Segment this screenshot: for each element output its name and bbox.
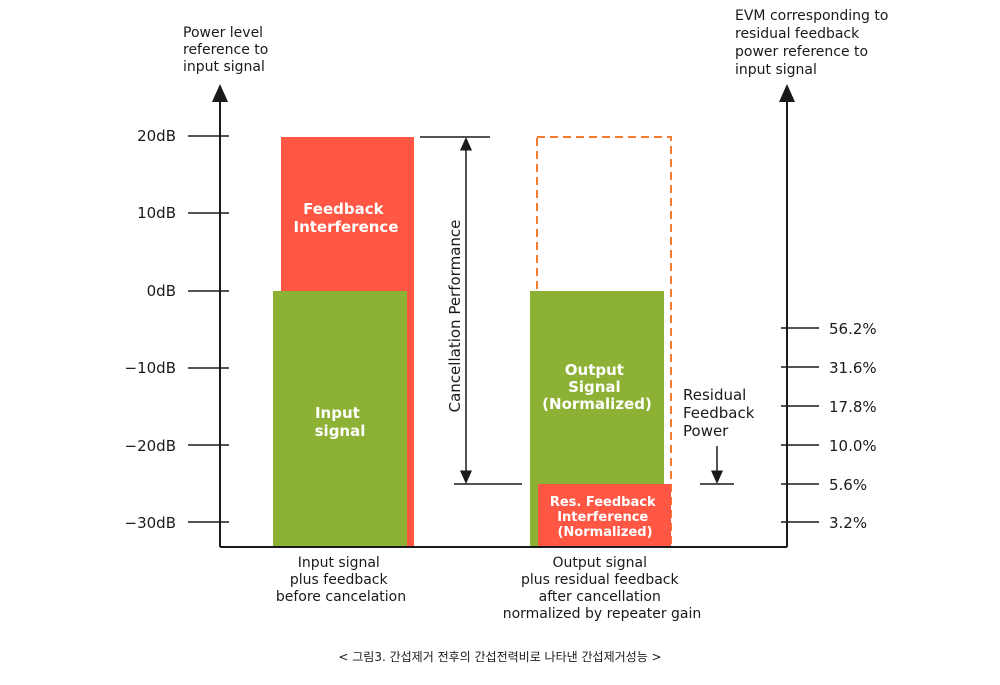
figure-caption: < 그림3. 간섭제거 전후의 간섭전력비로 나타낸 간섭제거성능 >	[338, 650, 661, 664]
right-ticks	[781, 327, 819, 523]
left-tick-label: −20dB	[125, 437, 176, 455]
left-tick-label: −10dB	[125, 359, 176, 377]
left-axis-title-line: input signal	[183, 59, 265, 75]
category-label-right: Output signal plus residual feedback aft…	[503, 555, 702, 622]
residual-feedback-power-label: Residual Feedback Power	[683, 386, 759, 440]
right-tick-label: 3.2%	[829, 514, 867, 532]
left-tick-label: 0dB	[147, 282, 176, 300]
category-line: Output signal	[553, 555, 648, 571]
bar-label-line: Output	[565, 361, 624, 379]
input-signal-bar	[273, 291, 407, 547]
right-tick-label: 5.6%	[829, 476, 867, 494]
left-tick-label: 20dB	[137, 127, 176, 145]
output-signal-label: Output Signal (Normalized)	[542, 361, 652, 413]
right-tick-label: 31.6%	[829, 359, 877, 377]
right-axis-title: EVM corresponding to residual feedback p…	[735, 8, 893, 78]
right-axis-title-line: residual feedback	[735, 26, 860, 42]
right-tick-label: 17.8%	[829, 398, 877, 416]
category-line: plus residual feedback	[521, 572, 680, 588]
category-line: normalized by repeater gain	[503, 606, 702, 622]
left-axis-title-line: reference to	[183, 42, 268, 58]
cancellation-performance-label: Cancellation Performance	[446, 220, 464, 413]
residual-feedback-bar	[538, 484, 671, 547]
right-tick-label: 10.0%	[829, 437, 877, 455]
residual-label-line: Residual	[683, 386, 746, 404]
category-label-left: Input signal plus feedback before cancel…	[276, 555, 406, 605]
right-tick-label: 56.2%	[829, 320, 877, 338]
bar-label-line: (Normalized)	[542, 395, 652, 413]
bar-label-line: Feedback	[303, 200, 384, 218]
right-axis-title-line: power reference to	[735, 44, 868, 60]
left-axis-title: Power level reference to input signal	[183, 25, 273, 75]
left-tick-label: 10dB	[137, 204, 176, 222]
right-tick-labels: 56.2% 31.6% 17.8% 10.0% 5.6% 3.2%	[829, 320, 877, 532]
bar-label-line: Interference	[557, 510, 648, 525]
left-tick-labels: 20dB 10dB 0dB −10dB −20dB −30dB	[125, 127, 176, 532]
bar-label-line: Res. Feedback	[550, 495, 656, 510]
category-line: after cancellation	[539, 589, 661, 605]
right-axis-title-line: EVM corresponding to	[735, 8, 888, 24]
bar-label-line: (Normalized)	[557, 525, 652, 540]
residual-label-line: Power	[683, 422, 729, 440]
category-line: before cancelation	[276, 589, 406, 605]
input-signal-label: Input signal	[315, 404, 366, 440]
left-axis-title-line: Power level	[183, 25, 263, 41]
bar-label-line: signal	[315, 422, 366, 440]
left-ticks	[188, 135, 229, 523]
bar-label-line: Signal	[568, 378, 621, 396]
bar-label-line: Input	[315, 404, 360, 422]
residual-label-line: Feedback	[683, 404, 755, 422]
category-line: Input signal	[298, 555, 380, 571]
right-axis-title-line: input signal	[735, 62, 817, 78]
bar-label-line: Interference	[293, 218, 398, 236]
feedback-interference-label: Feedback Interference	[293, 200, 398, 236]
category-line: plus feedback	[290, 572, 389, 588]
residual-feedback-label: Res. Feedback Interference (Normalized)	[550, 495, 660, 540]
left-tick-label: −30dB	[125, 514, 176, 532]
